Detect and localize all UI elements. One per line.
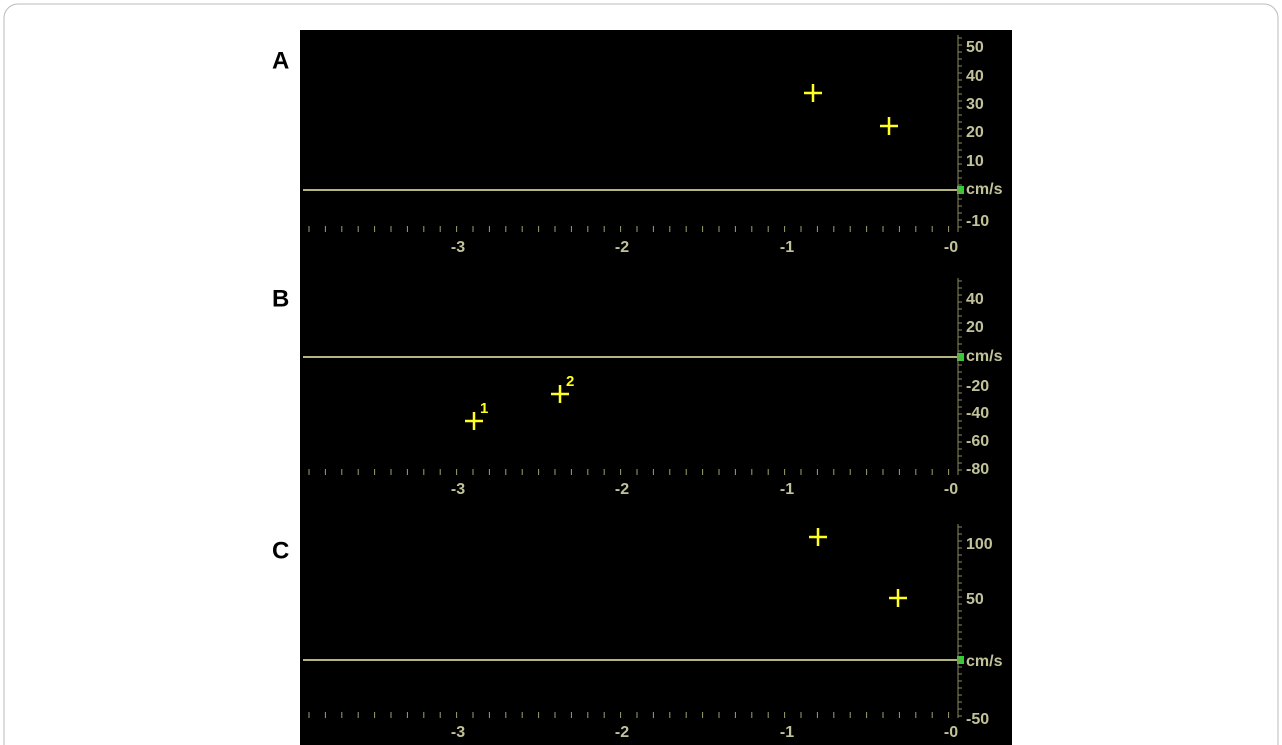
y-tick-label: cm/s [966, 653, 1003, 670]
panel-label: B [272, 285, 289, 312]
caliper-marker [809, 528, 827, 546]
y-tick-label: 20 [966, 319, 984, 336]
x-tick-label: -2 [615, 239, 629, 256]
x-tick-label: -3 [451, 239, 465, 256]
y-tick-label: -60 [966, 433, 989, 450]
y-tick-label: cm/s [966, 181, 1003, 198]
x-tick-label: -1 [780, 481, 794, 498]
y-tick-label: -80 [966, 461, 989, 478]
caliper-marker [551, 385, 569, 403]
x-tick-label: -0 [944, 239, 958, 256]
baseline-marker [957, 353, 964, 361]
y-tick-label: -10 [966, 213, 989, 230]
y-tick-label: 40 [966, 291, 984, 308]
panel-label: A [272, 47, 289, 74]
y-tick-label: 40 [966, 68, 984, 85]
flow-envelope [303, 357, 955, 417]
y-tick-label: 20 [966, 124, 984, 141]
x-tick-label: -0 [944, 481, 958, 498]
marker-number: 1 [480, 400, 488, 417]
baseline-marker [957, 186, 964, 194]
panel-label: C [272, 537, 289, 564]
y-tick-label: 30 [966, 96, 984, 113]
x-tick-label: -3 [451, 724, 465, 741]
x-tick-label: -1 [780, 724, 794, 741]
caliper-marker [804, 84, 822, 102]
caliper-marker [889, 589, 907, 607]
caliper-marker [880, 117, 898, 135]
marker-number: 2 [566, 373, 574, 390]
y-tick-label: cm/s [966, 348, 1003, 365]
x-tick-label: -3 [451, 481, 465, 498]
x-tick-label: -0 [944, 724, 958, 741]
flow-envelope [303, 557, 955, 660]
y-tick-label: -40 [966, 405, 989, 422]
y-tick-label: 50 [966, 39, 984, 56]
flow-envelope [303, 87, 955, 190]
y-tick-label: 100 [966, 536, 993, 553]
y-tick-label: -50 [966, 711, 989, 728]
x-tick-label: -2 [615, 481, 629, 498]
caliper-marker [465, 412, 483, 430]
y-tick-label: 10 [966, 153, 984, 170]
frame [3, 3, 1279, 745]
x-tick-label: -2 [615, 724, 629, 741]
x-tick-label: -1 [780, 239, 794, 256]
y-tick-label: 50 [966, 591, 984, 608]
y-tick-label: -20 [966, 378, 989, 395]
